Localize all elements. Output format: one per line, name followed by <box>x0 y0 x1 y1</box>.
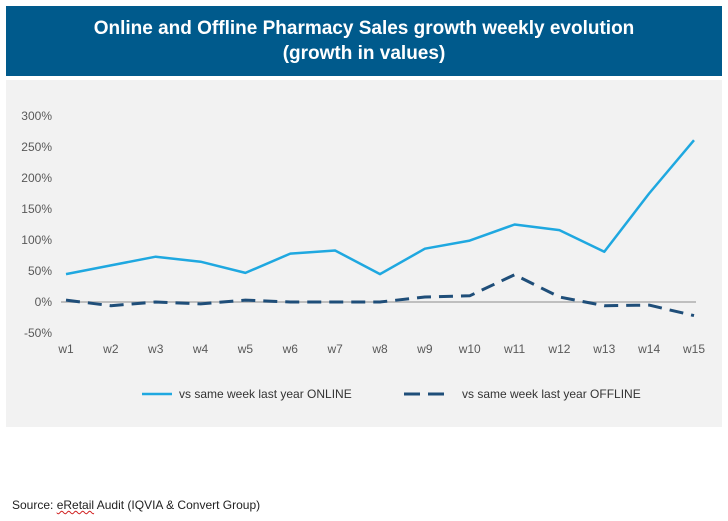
y-tick-label: 50% <box>28 264 52 278</box>
y-axis-ticks: 300% 250% 200% 150% 100% 50% 0% -50% <box>21 109 52 340</box>
x-tick-label: w6 <box>282 342 299 356</box>
legend-label-online: vs same week last year ONLINE <box>179 387 352 401</box>
source-word: eRetail <box>56 498 95 512</box>
series-lines <box>65 139 695 318</box>
x-tick-label: w7 <box>326 342 343 356</box>
x-tick-label: w15 <box>682 342 705 356</box>
y-tick-label: 300% <box>21 109 52 123</box>
chart-title-banner: Online and Offline Pharmacy Sales growth… <box>6 6 722 76</box>
x-tick-label: w14 <box>637 342 660 356</box>
y-tick-label: 250% <box>21 140 52 154</box>
chart-panel: 300% 250% 200% 150% 100% 50% 0% -50% w1 w2 w3 w4 w5… <box>6 80 722 427</box>
x-tick-label: w3 <box>147 342 164 356</box>
x-tick-label: w10 <box>458 342 481 356</box>
legend: vs same week last year ONLINE vs same wee… <box>142 387 641 401</box>
x-tick-label: w4 <box>192 342 209 356</box>
y-tick-label: 150% <box>21 202 52 216</box>
x-tick-label: w9 <box>416 342 433 356</box>
x-tick-label: w2 <box>102 342 119 356</box>
y-tick-label: -50% <box>24 326 52 340</box>
y-tick-label: 0% <box>35 295 53 309</box>
chart-title-line-1: Online and Offline Pharmacy Sales growth… <box>93 18 635 39</box>
y-tick-label: 100% <box>21 233 52 247</box>
source-note: Source: eRetail Audit (IQVIA & Convert G… <box>12 498 260 512</box>
x-tick-label: w5 <box>237 342 254 356</box>
x-tick-label: w11 <box>503 342 525 356</box>
series-line-online <box>65 139 695 276</box>
y-tick-label: 200% <box>21 171 52 185</box>
x-tick-label: w13 <box>592 342 615 356</box>
line-chart: 300% 250% 200% 150% 100% 50% 0% -50% w1 w2 w3 w4 w5… <box>21 109 705 401</box>
chart-title-line-2: (growth in values) <box>282 43 446 64</box>
source-prefix: Source: <box>12 498 57 512</box>
x-tick-label: w8 <box>371 342 388 356</box>
x-tick-label: w12 <box>547 342 570 356</box>
legend-label-offline: vs same week last year OFFLINE <box>462 387 641 401</box>
series-line-offline <box>65 273 695 318</box>
source-suffix: Audit (IQVIA & Convert Group) <box>94 498 261 512</box>
x-axis-ticks: w1 w2 w3 w4 w5 w6 w7 w8 w9 w10 w11 w12 w13 w14 w15 <box>57 342 705 356</box>
x-tick-label: w1 <box>57 342 74 356</box>
